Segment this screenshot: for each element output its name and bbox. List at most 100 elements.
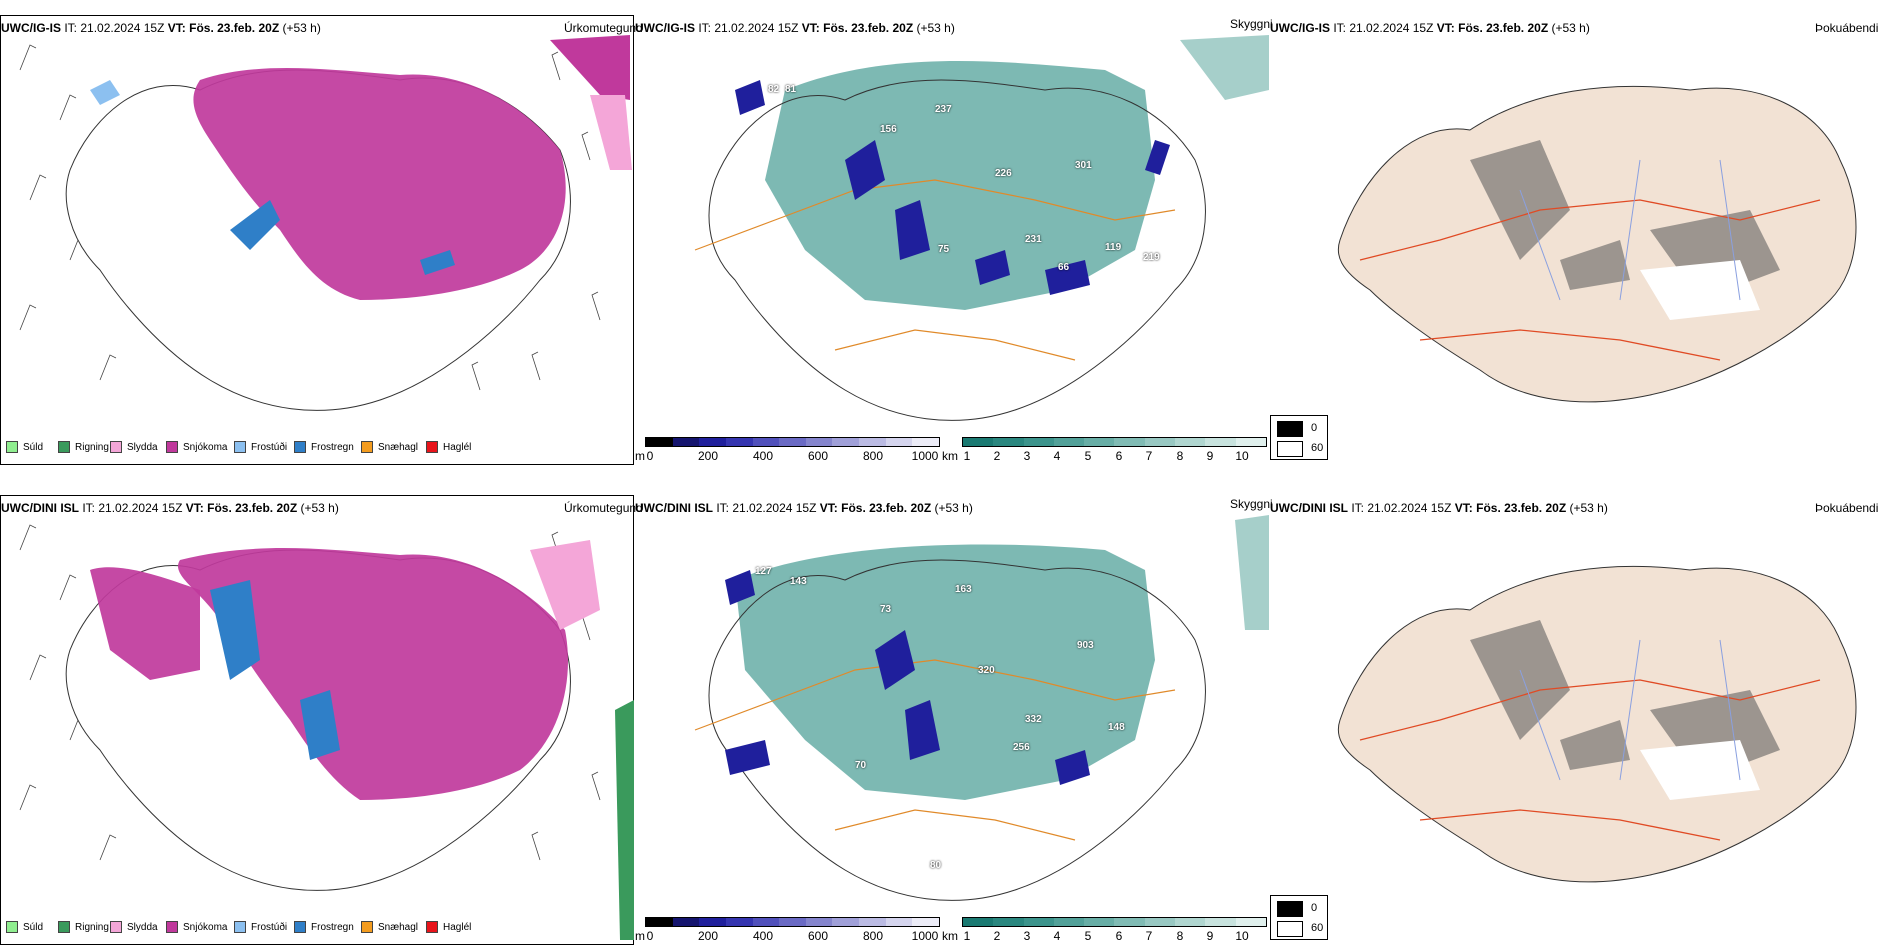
snow-area: [178, 548, 568, 800]
height-label: 148: [1108, 722, 1125, 733]
height-colorbar-cells: [645, 917, 940, 927]
visibility-map: [694, 515, 1269, 901]
iceland-land: [1337, 565, 1857, 883]
precip-legend: Súld Rigning Slydda Snjókoma Frostúði Fr…: [6, 921, 626, 937]
legend-item: Haglél: [426, 441, 471, 453]
legend-item: Rigning: [58, 441, 109, 453]
visibility-colorbar-cells: [962, 917, 1267, 927]
visibility-colorbar: km 1 2 3 4 5 6 7 8 9 10: [942, 437, 1267, 465]
sleet-area: [530, 540, 600, 630]
panel-title-visibility: Skyggni: [1230, 17, 1273, 31]
height-label: 66: [1058, 262, 1070, 273]
roads: [694, 179, 1176, 361]
legend-item: Frostúði: [234, 441, 287, 453]
run-header: UWC/DINI ISL IT: 21.02.2024 15Z VT: Fös.…: [635, 501, 973, 515]
height-label: 301: [1075, 160, 1092, 171]
height-label: 237: [935, 104, 952, 115]
legend-item: Snæhagl: [361, 441, 418, 453]
drizzle-area: [90, 80, 120, 105]
precip-type-map: [19, 35, 632, 411]
freezing-area: [230, 200, 455, 275]
fog-legend-light: [1277, 441, 1303, 457]
visibility-unit: km: [942, 449, 958, 463]
fog-legend-dark: [1277, 421, 1303, 437]
height-colorbar: m 0 200 400 600 800 1000: [635, 437, 940, 465]
height-label: 332: [1025, 714, 1042, 725]
legend-item: Súld: [6, 441, 43, 453]
rain-area: [615, 700, 634, 940]
height-label: 81: [785, 84, 797, 95]
fog-map: [1337, 565, 1857, 883]
legend-item: Slydda: [110, 441, 158, 453]
snow-area-west: [90, 567, 200, 680]
row-2: UWC/DINI ISL IT: 21.02.2024 15Z VT: Fös.…: [0, 480, 1900, 950]
height-label: 320: [978, 665, 995, 676]
height-label: 156: [880, 124, 897, 135]
legend-swatch: [6, 441, 18, 453]
vis-shade-ne: [1180, 35, 1269, 100]
snow-area: [193, 68, 566, 301]
legend-item: Snjókoma: [166, 441, 227, 453]
valid-time: Fös. 23.feb. 20Z: [189, 21, 280, 35]
legend-item: Snjókoma: [166, 921, 227, 933]
low-cloud-blobs: [725, 570, 1090, 785]
height-label: 256: [1013, 742, 1030, 753]
legend-item: Slydda: [110, 921, 158, 933]
roads: [1359, 679, 1821, 841]
height-label: 903: [1077, 640, 1094, 651]
panel-title-precip-type: Úrkomutegund: [564, 501, 643, 515]
height-label: 119: [1105, 242, 1122, 253]
visibility-colorbar-cells: [962, 437, 1267, 447]
roads: [694, 659, 1176, 841]
height-label: 163: [955, 584, 972, 595]
row-1: UWC/IG-IS IT: 21.02.2024 15Z VT: Fös. 23…: [0, 0, 1900, 470]
height-label: 70: [855, 760, 867, 771]
sleet-area: [590, 95, 632, 170]
fog-map: [1337, 85, 1857, 403]
iceland-outline: [708, 559, 1206, 901]
visibility-map: [694, 35, 1269, 421]
panel-title-fog: Þokuábendi: [1815, 501, 1879, 515]
panel-title-precip-type: Úrkomutegund: [564, 21, 643, 35]
rivers: [1519, 639, 1741, 781]
visibility-colorbar: km 1 2 3 4 5 6 7 8 9 10: [942, 917, 1267, 945]
iceland-land: [1337, 85, 1857, 403]
run-header: UWC/DINI ISL IT: 21.02.2024 15Z VT: Fös.…: [1270, 501, 1608, 515]
height-colorbar: m 0 200 400 600 800 1000: [635, 917, 940, 945]
height-label: 143: [790, 576, 807, 587]
init-time: 21.02.2024 15Z: [80, 21, 165, 35]
glacier-white: [1640, 740, 1760, 800]
glacier-white: [1640, 260, 1760, 320]
run-header: UWC/IG-IS IT: 21.02.2024 15Z VT: Fös. 23…: [1270, 21, 1590, 35]
iceland-outline: [708, 79, 1206, 421]
precip-legend: Súld Rigning Slydda Snjókoma Frostúði Fr…: [6, 441, 626, 457]
legend-item: Haglél: [426, 921, 471, 933]
legend-item: Frostregn: [294, 441, 354, 453]
rivers: [1519, 159, 1741, 301]
legend-item: Frostúði: [234, 921, 287, 933]
panel-title-visibility: Skyggni: [1230, 497, 1273, 511]
fog-legend: 0 60: [1270, 415, 1328, 460]
legend-item: Súld: [6, 921, 43, 933]
fog-legend: 0 60: [1270, 895, 1328, 940]
lead-time: (+53 h): [282, 21, 321, 35]
legend-item: Frostregn: [294, 921, 354, 933]
legend-item: Snæhagl: [361, 921, 418, 933]
height-label: 231: [1025, 234, 1042, 245]
roads: [1359, 199, 1821, 361]
legend-item: Rigning: [58, 921, 109, 933]
vis-shade: [735, 544, 1155, 800]
height-label: 127: [755, 566, 772, 577]
fog-shade: [1470, 140, 1780, 300]
panel-title-fog: Þokuábendi: [1815, 21, 1879, 35]
height-label: 219: [1143, 252, 1160, 263]
run-header: UWC/IG-IS IT: 21.02.2024 15Z VT: Fös. 23…: [635, 21, 955, 35]
height-label: 73: [880, 604, 892, 615]
height-label: 75: [938, 244, 950, 255]
height-unit: m: [635, 449, 645, 463]
height-label: 82: [768, 84, 780, 95]
height-label: 226: [995, 168, 1012, 179]
run-header: UWC/DINI ISL IT: 21.02.2024 15Z VT: Fös.…: [1, 501, 339, 515]
precip-type-map: [19, 524, 634, 940]
height-colorbar-cells: [645, 437, 940, 447]
